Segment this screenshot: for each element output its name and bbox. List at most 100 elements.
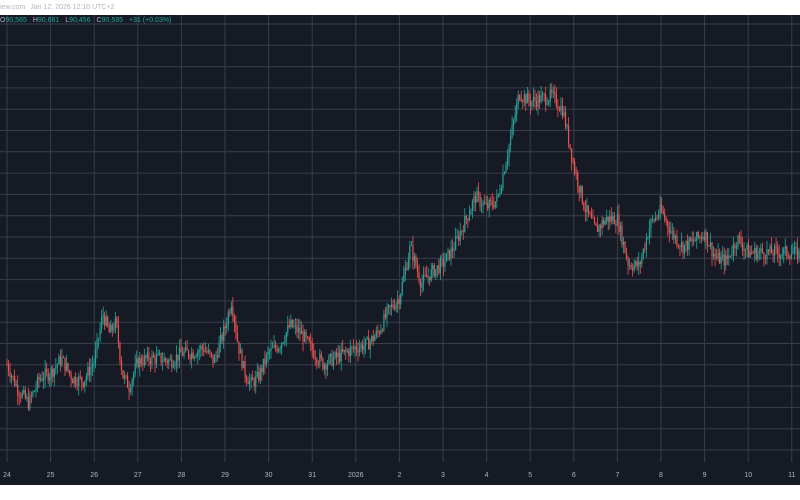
candle-body — [238, 341, 240, 354]
candle-body — [670, 231, 672, 233]
candle-body — [88, 367, 91, 376]
candle-body — [94, 350, 97, 363]
candle-body — [545, 94, 547, 105]
candle-body — [522, 100, 524, 102]
candle-body — [438, 265, 440, 274]
candle-body — [715, 257, 718, 259]
candle-body — [340, 348, 342, 362]
candle-body — [200, 346, 202, 351]
chart-panel[interactable]: 24 25 26 27 28 29 30 31 2026 2 3 4 5 6 7 8 9 10 11 — [0, 15, 800, 485]
candle-body — [241, 349, 243, 369]
candle-body — [595, 223, 597, 226]
candle-body — [395, 303, 397, 309]
x-tick-label: 2 — [397, 472, 401, 479]
candle-body — [174, 363, 176, 367]
candle-body — [407, 259, 409, 270]
candle-body — [537, 95, 539, 107]
x-tick-label: 3 — [441, 472, 445, 479]
candle-body — [781, 254, 783, 256]
candle-body — [163, 358, 165, 362]
candle-body — [140, 357, 142, 364]
candle-body — [162, 361, 164, 363]
candle-body — [126, 375, 129, 388]
candle-body — [717, 252, 719, 259]
candle-body — [671, 230, 673, 232]
candle-body — [323, 364, 326, 370]
candle-body — [569, 143, 571, 149]
candle-body — [450, 247, 452, 260]
candle-body — [667, 220, 669, 228]
candle-body — [131, 379, 133, 389]
candle-body — [322, 358, 324, 370]
candle-body — [264, 358, 266, 365]
candle-body — [44, 368, 46, 380]
candle-body — [212, 354, 214, 364]
candle-body — [68, 370, 71, 374]
candle-body — [427, 276, 429, 278]
candle-body — [441, 258, 443, 260]
candle-body — [271, 347, 274, 349]
candle-body — [552, 91, 554, 93]
x-tick-label: 9 — [703, 472, 707, 479]
high-label: H — [32, 17, 38, 24]
candle-body — [346, 350, 348, 352]
candle-body — [702, 236, 704, 239]
candle-body — [27, 397, 29, 409]
candle-body — [784, 246, 786, 249]
candle-body — [6, 364, 8, 366]
open-value: 90,565 — [5, 17, 27, 24]
candle-body — [703, 236, 705, 240]
candle-body — [204, 350, 206, 352]
candle-body — [661, 204, 663, 211]
candle-body — [157, 353, 159, 356]
candle-body — [206, 350, 208, 353]
candle-body — [645, 238, 647, 250]
candle-body — [601, 220, 603, 229]
candle-body — [754, 247, 756, 254]
candle-body — [473, 196, 475, 202]
candle-body — [412, 245, 414, 262]
candle-body — [300, 330, 303, 334]
candle-body — [398, 299, 400, 305]
candle-body — [209, 350, 211, 353]
candle-body — [482, 202, 484, 206]
candle-body — [76, 384, 78, 387]
candle-body — [236, 333, 239, 342]
candle-body — [647, 237, 649, 239]
candle-body — [65, 363, 68, 371]
x-tick-label: 24 — [3, 472, 11, 479]
candle-body — [195, 356, 197, 358]
candle-body — [218, 343, 220, 358]
candle-body — [714, 253, 716, 258]
timestamp: Jan 12, 2026 12:10 UTC+2 — [30, 4, 115, 11]
candle-body — [285, 332, 287, 341]
candle-body — [795, 246, 797, 248]
candle-body — [711, 242, 713, 257]
candle-body — [549, 89, 551, 101]
price-chart[interactable]: 24 25 26 27 28 29 30 31 2026 2 3 4 5 6 7 8 9 10 11 — [0, 15, 800, 485]
x-tick-label: 25 — [47, 472, 55, 479]
candle-body — [792, 252, 794, 255]
candle-body — [604, 220, 606, 225]
candle-body — [242, 360, 245, 369]
candle-body — [348, 350, 350, 357]
candle-body — [566, 125, 568, 127]
candle-body — [122, 370, 124, 379]
candle-body — [255, 376, 257, 387]
candle-body — [207, 350, 210, 353]
candle-body — [53, 368, 55, 377]
candle-body — [596, 225, 599, 232]
x-tick-label: 31 — [308, 472, 316, 479]
candle-body — [320, 354, 322, 359]
candle-body — [366, 337, 368, 339]
candle-body — [519, 95, 521, 100]
candle-body — [49, 377, 51, 381]
candle-body — [107, 316, 109, 326]
candle-body — [33, 390, 36, 392]
candle-body — [590, 214, 593, 218]
candle-body — [517, 95, 519, 104]
candle-body — [540, 94, 542, 103]
candle-body — [26, 397, 28, 399]
grid — [0, 15, 800, 462]
x-tick-label: 5 — [528, 472, 532, 479]
